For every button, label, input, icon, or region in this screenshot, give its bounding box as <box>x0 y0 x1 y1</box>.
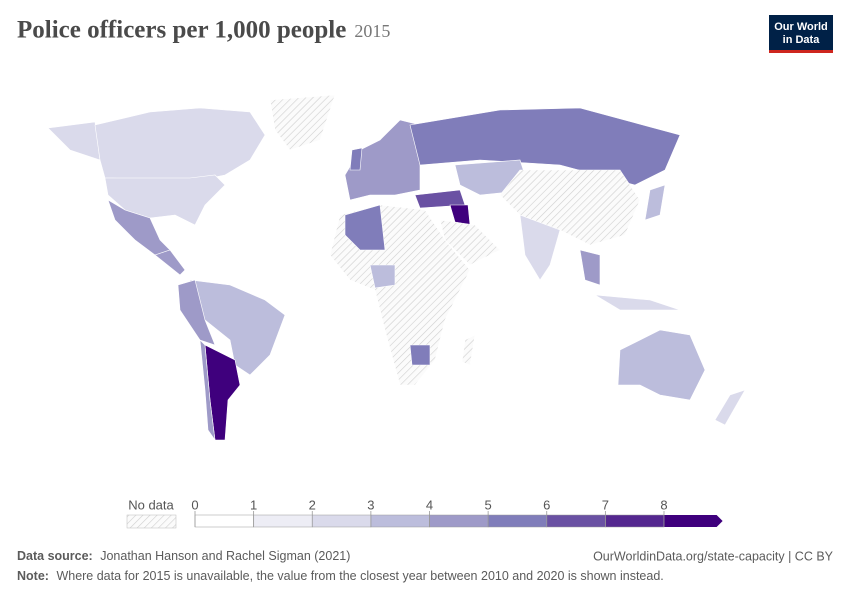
logo-box[interactable] <box>769 15 833 50</box>
note-text: Where data for 2015 is unavailable, the … <box>56 569 663 583</box>
chart-title: Police officers per 1,000 people <box>17 17 346 44</box>
country[interactable] <box>594 294 681 311</box>
country[interactable] <box>154 249 186 276</box>
country[interactable] <box>461 334 476 366</box>
logo-text[interactable]: in Data <box>783 34 821 46</box>
legend-tick-label: 7 <box>602 497 609 512</box>
legend-tick-label: 4 <box>426 497 433 512</box>
world-map <box>47 94 746 441</box>
note-label: Note: <box>17 569 49 583</box>
country[interactable] <box>409 107 681 186</box>
source-url[interactable]: OurWorldinData.org/state-capacity | CC B… <box>593 549 834 563</box>
country[interactable] <box>714 389 746 426</box>
country[interactable] <box>439 219 501 266</box>
logo-text[interactable]: Our World <box>774 21 828 33</box>
legend-bin <box>312 514 372 528</box>
country[interactable] <box>344 204 386 251</box>
source-text: Jonathan Hanson and Rachel Sigman (2021) <box>100 549 350 563</box>
country[interactable] <box>617 329 706 401</box>
legend-bin-open <box>664 515 723 527</box>
country[interactable] <box>409 344 431 366</box>
country[interactable] <box>369 264 396 289</box>
country[interactable] <box>499 169 641 246</box>
logo-bar <box>769 50 833 53</box>
legend-tick-label: 3 <box>367 497 374 512</box>
note: Note: Where data for 2015 is unavailable… <box>17 569 664 583</box>
country[interactable] <box>644 184 666 221</box>
country[interactable] <box>104 174 226 226</box>
legend-tick-label: 1 <box>250 497 257 512</box>
logo[interactable]: Our World in Data <box>769 15 833 53</box>
country[interactable] <box>47 121 101 161</box>
country[interactable] <box>94 107 266 181</box>
country[interactable] <box>349 147 363 171</box>
legend-bin <box>429 514 489 528</box>
no-data-swatch <box>126 514 177 529</box>
country[interactable] <box>579 249 601 286</box>
legend-tick-label: 5 <box>485 497 492 512</box>
legend-bin <box>605 514 665 528</box>
country[interactable] <box>177 279 216 346</box>
source: Data source: Jonathan Hanson and Rachel … <box>17 549 350 563</box>
country[interactable] <box>199 339 216 441</box>
legend-bin <box>370 514 430 528</box>
no-data-label: No data <box>128 497 174 512</box>
legend-bin <box>253 514 313 528</box>
legend-tick-label: 0 <box>191 497 198 512</box>
legend-bin <box>487 514 547 528</box>
legend-tick-label: 8 <box>660 497 667 512</box>
legend-tick-label: 2 <box>309 497 316 512</box>
legend-bin <box>546 514 606 528</box>
legend: No data 0 1 2 3 4 5 6 7 8 <box>126 497 723 529</box>
source-label: Data source: <box>17 549 93 563</box>
legend-tick-label: 6 <box>543 497 550 512</box>
country[interactable] <box>269 94 336 151</box>
chart-year: 2015 <box>354 21 390 41</box>
country[interactable] <box>519 214 561 281</box>
legend-bin <box>194 514 254 528</box>
